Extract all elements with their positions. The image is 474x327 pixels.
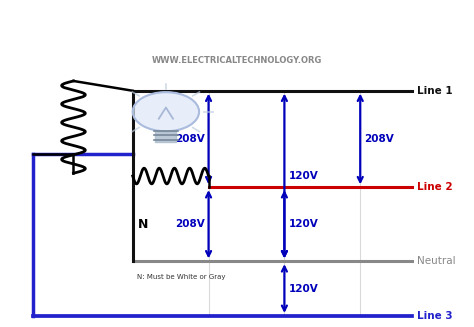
Text: 120V: 120V bbox=[289, 219, 318, 229]
Text: Line 2: Line 2 bbox=[417, 182, 453, 192]
Text: Line 3: Line 3 bbox=[417, 311, 453, 321]
Text: N: Must be White or Gray: N: Must be White or Gray bbox=[137, 274, 226, 280]
Text: N: N bbox=[137, 218, 148, 231]
Circle shape bbox=[133, 92, 199, 131]
Text: 208V: 208V bbox=[175, 134, 204, 144]
Text: 208V: 208V bbox=[365, 134, 394, 144]
Text: Neutral: Neutral bbox=[417, 256, 456, 266]
Text: 120V: 120V bbox=[289, 284, 318, 294]
Text: 120V & 208V - 1 & 3-Phase Supply Systems: 120V & 208V - 1 & 3-Phase Supply Systems bbox=[34, 15, 440, 33]
Text: WWW.ELECTRICALTECHNOLOGY.ORG: WWW.ELECTRICALTECHNOLOGY.ORG bbox=[152, 56, 322, 65]
Text: Line 1: Line 1 bbox=[417, 86, 453, 96]
Text: 120V: 120V bbox=[289, 171, 318, 181]
Text: 208V: 208V bbox=[175, 219, 204, 229]
